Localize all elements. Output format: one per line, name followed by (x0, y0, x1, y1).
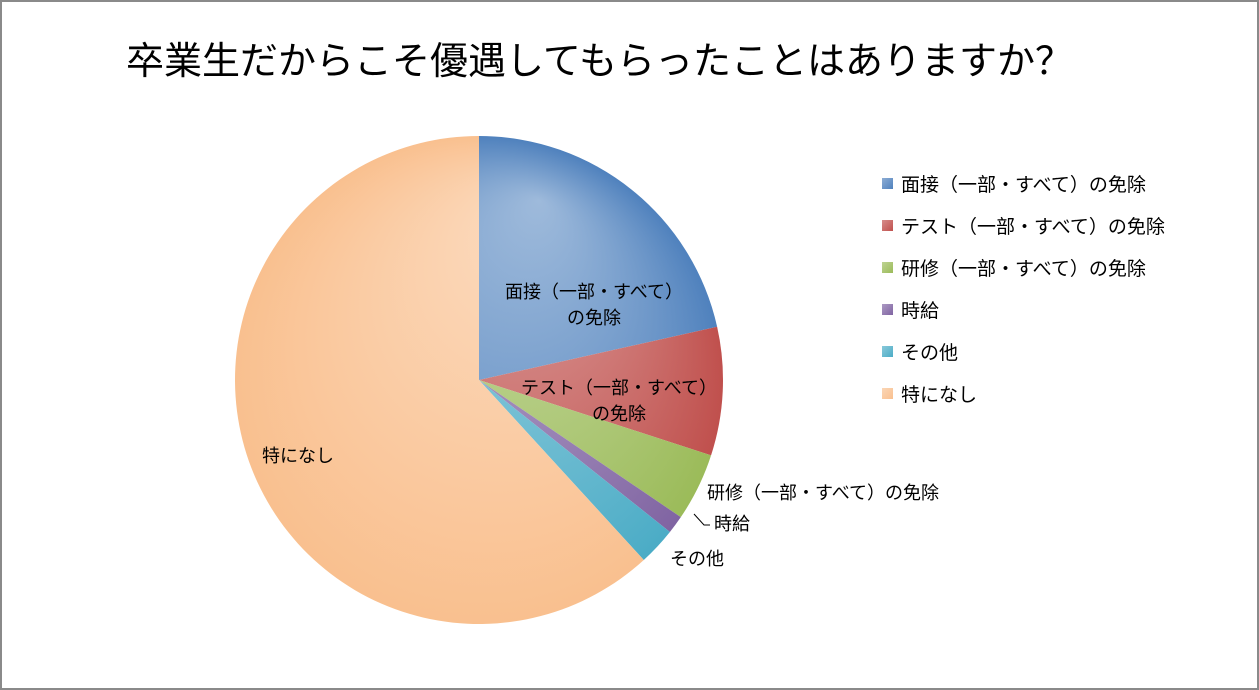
legend-swatch-nothing (882, 387, 893, 399)
legend-label-hourly-wage: 時給 (901, 299, 940, 322)
pie-slice-training (479, 380, 712, 518)
pie-slice-test (479, 326, 723, 456)
legend-swatch-other (882, 345, 893, 357)
legend-label-other: その他 (901, 341, 959, 364)
data-label-other: その他 (670, 549, 724, 570)
legend-swatch-interview (882, 177, 893, 189)
legend-swatch-training (882, 261, 893, 273)
chart-title: 卒業生だからこそ優遇してもらったことはありますか？ (126, 39, 1073, 83)
legend-swatch-hourly-wage (882, 303, 893, 315)
data-label-test: テスト（一部・すべて）の免除 (521, 378, 717, 425)
legend-label-interview: 面接（一部・すべて）の免除 (901, 173, 1146, 196)
legend-label-nothing: 特になし (901, 383, 978, 406)
legend-item-test: テスト（一部・すべて）の免除 (882, 204, 1165, 246)
legend-label-training: 研修（一部・すべて）の免除 (901, 257, 1146, 280)
data-label-training: 研修（一部・すべて）の免除 (707, 483, 939, 504)
pie-slice-hourly-wage (479, 380, 681, 532)
legend-item-other: その他 (882, 330, 1165, 372)
legend-swatch-test (882, 219, 893, 231)
data-label-interview: 面接（一部・すべて）の免除 (505, 282, 683, 329)
legend: 面接（一部・すべて）の免除 テスト（一部・すべて）の免除 研修（一部・すべて）の免除… (882, 162, 1165, 414)
pie-slice-nothing (235, 135, 644, 625)
legend-label-test: テスト（一部・すべて）の免除 (901, 215, 1165, 238)
legend-item-nothing: 特になし (882, 372, 1165, 414)
data-label-hourly-wage: 時給 (714, 514, 750, 535)
legend-item-hourly-wage: 時給 (882, 288, 1165, 330)
pie-slice-interview (479, 136, 718, 380)
legend-item-training: 研修（一部・すべて）の免除 (882, 246, 1165, 288)
leader-line-hourly-wage (693, 513, 710, 526)
legend-item-interview: 面接（一部・すべて）の免除 (882, 162, 1165, 204)
data-label-nothing: 特になし (262, 446, 334, 467)
pie-slice-other (479, 380, 670, 560)
